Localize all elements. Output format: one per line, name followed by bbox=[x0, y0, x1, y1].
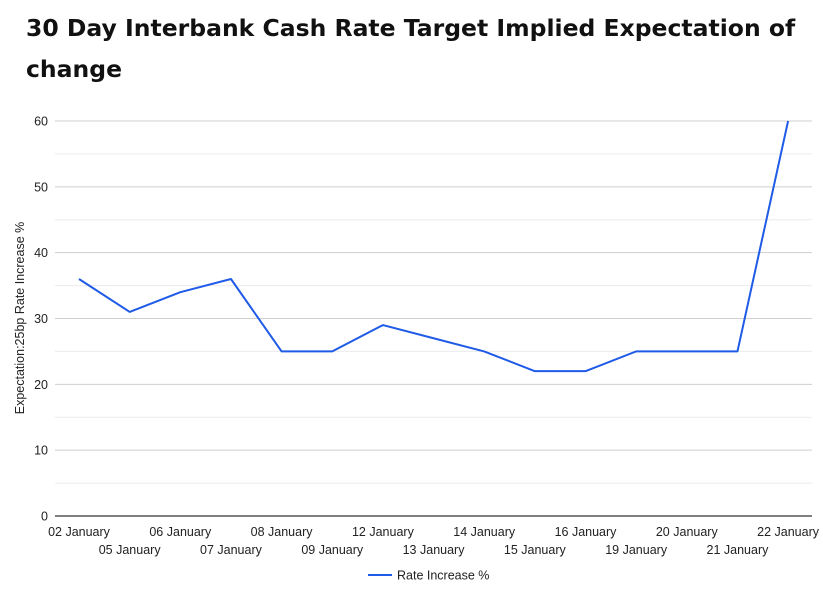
x-tick-label: 06 January bbox=[149, 525, 212, 539]
x-tick-label: 13 January bbox=[403, 543, 466, 557]
x-tick-label: 09 January bbox=[301, 543, 364, 557]
x-tick-label: 16 January bbox=[555, 525, 618, 539]
y-tick-label: 0 bbox=[41, 510, 48, 524]
x-tick-label: 21 January bbox=[707, 543, 770, 557]
x-tick-label: 14 January bbox=[453, 525, 516, 539]
series-layer bbox=[78, 120, 790, 373]
x-tick-label: 07 January bbox=[200, 543, 263, 557]
x-tick-label: 05 January bbox=[99, 543, 162, 557]
x-tick-label: 20 January bbox=[656, 525, 719, 539]
y-tick-label: 20 bbox=[34, 378, 48, 392]
y-tick-label: 30 bbox=[34, 312, 48, 326]
y-tick-label: 60 bbox=[34, 115, 48, 129]
y-tick-label: 40 bbox=[34, 246, 48, 260]
series-line bbox=[78, 120, 790, 373]
x-tick-label: 12 January bbox=[352, 525, 415, 539]
y-tick-label: 10 bbox=[34, 444, 48, 458]
chart-title: 30 Day Interbank Cash Rate Target Implie… bbox=[26, 14, 796, 83]
legend[interactable]: Rate Increase % bbox=[368, 569, 489, 583]
x-tick-label: 08 January bbox=[251, 525, 314, 539]
x-tick-label: 02 January bbox=[48, 525, 111, 539]
x-tick-label: 19 January bbox=[605, 543, 668, 557]
x-tick-label: 22 January bbox=[757, 525, 820, 539]
y-axis-tick-labels: 0 10 20 30 40 50 60 bbox=[34, 115, 48, 524]
y-tick-label: 50 bbox=[34, 180, 48, 194]
gridlines bbox=[55, 120, 812, 484]
x-tick-label: 15 January bbox=[504, 543, 567, 557]
legend-label: Rate Increase % bbox=[397, 569, 489, 583]
x-axis-tick-labels: 02 January 05 January 06 January 07 January… bbox=[48, 525, 820, 557]
y-axis-label: Expectation:25bp Rate Increase % bbox=[13, 222, 27, 414]
